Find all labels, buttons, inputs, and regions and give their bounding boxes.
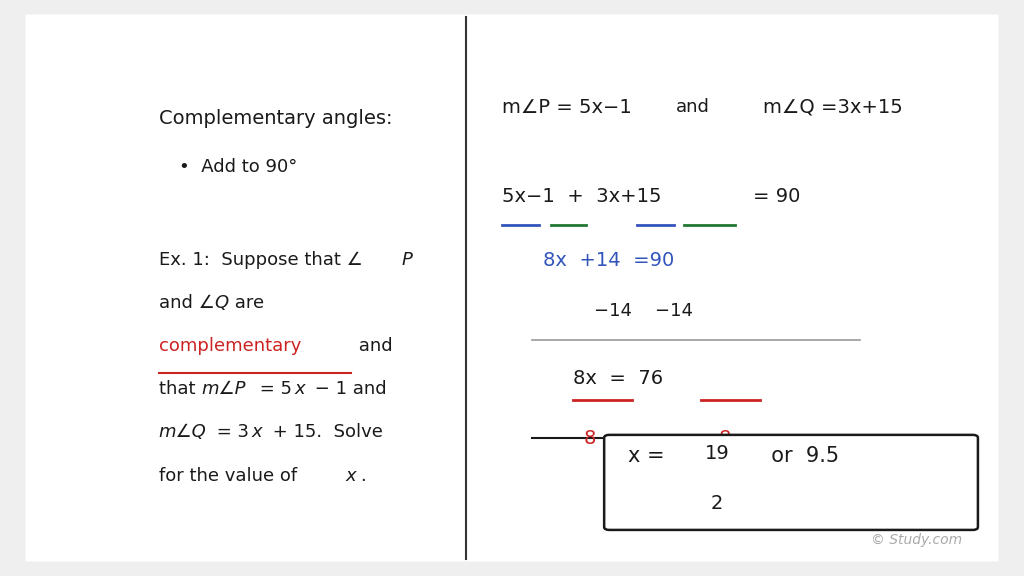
Text: Complementary angles:: Complementary angles: xyxy=(159,109,392,128)
Text: + 15.  Solve: + 15. Solve xyxy=(267,423,383,441)
Text: and: and xyxy=(353,337,393,355)
Text: x =: x = xyxy=(628,446,671,467)
Text: m∠Q =3x+15: m∠Q =3x+15 xyxy=(763,98,902,117)
Text: x: x xyxy=(295,380,305,398)
Text: 8x  =  76: 8x = 76 xyxy=(573,369,664,388)
Text: Ex. 1:  Suppose that ∠: Ex. 1: Suppose that ∠ xyxy=(159,251,362,268)
FancyBboxPatch shape xyxy=(604,435,978,530)
Text: −14    −14: −14 −14 xyxy=(594,302,693,320)
Text: for the value of: for the value of xyxy=(159,467,303,484)
Text: are: are xyxy=(229,294,264,312)
Text: x: x xyxy=(252,423,262,441)
Text: © Study.com: © Study.com xyxy=(871,533,962,547)
Text: = 3: = 3 xyxy=(211,423,249,441)
Text: x: x xyxy=(345,467,355,484)
Text: and: and xyxy=(676,98,710,116)
Text: .: . xyxy=(360,467,367,484)
Text: − 1 and: − 1 and xyxy=(309,380,387,398)
Text: 2: 2 xyxy=(711,494,723,513)
Text: that: that xyxy=(159,380,201,398)
Text: = 90: = 90 xyxy=(753,187,800,206)
Text: m∠P = 5x−1: m∠P = 5x−1 xyxy=(502,98,632,117)
Text: •  Add to 90°: • Add to 90° xyxy=(179,158,298,176)
Text: Q: Q xyxy=(214,294,228,312)
Text: P: P xyxy=(401,251,413,268)
Text: 19: 19 xyxy=(705,444,729,463)
Text: m∠P: m∠P xyxy=(202,380,246,398)
FancyBboxPatch shape xyxy=(26,14,998,562)
Text: 5x−1  +  3x+15: 5x−1 + 3x+15 xyxy=(502,187,662,206)
Text: 8: 8 xyxy=(719,429,731,448)
Text: complementary: complementary xyxy=(159,337,301,355)
Text: or  9.5: or 9.5 xyxy=(758,446,839,467)
Text: 8: 8 xyxy=(584,429,596,448)
Text: and ∠: and ∠ xyxy=(159,294,214,312)
Text: = 5: = 5 xyxy=(254,380,292,398)
Text: 8x  +14  =90: 8x +14 =90 xyxy=(543,251,674,270)
Text: m∠Q: m∠Q xyxy=(159,423,207,441)
